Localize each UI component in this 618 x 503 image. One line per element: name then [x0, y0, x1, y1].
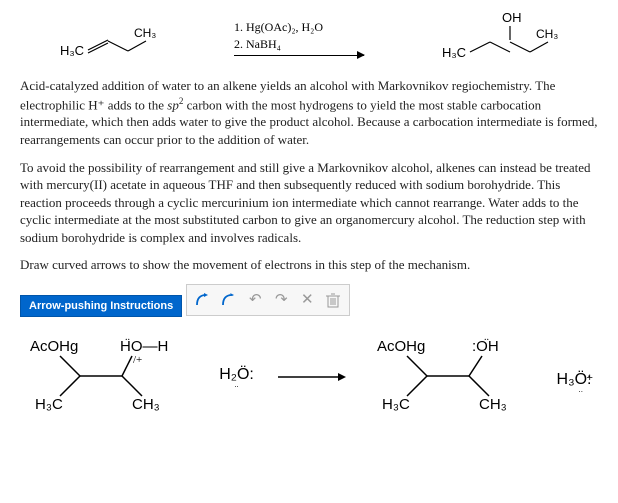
h3c-label: H₃C — [35, 396, 63, 413]
curved-arrow-half-icon[interactable] — [219, 289, 239, 311]
label-ch3-prod: CH₃ — [536, 27, 558, 41]
drawing-toolbar: ↶ ↷ ✕ — [186, 284, 350, 316]
curved-arrow-full-icon[interactable] — [193, 289, 213, 311]
label-h3c: H₃C — [60, 43, 84, 58]
redo-icon[interactable]: ↷ — [271, 289, 291, 311]
mech-left-structure: AcOHg HO—H .. /+ H₃C CH₃ — [25, 331, 195, 424]
undo-icon[interactable]: ↶ — [245, 289, 265, 311]
product: OH H₃C CH₃ — [440, 10, 560, 65]
hydronium: H₃Ö: .. + — [557, 371, 593, 384]
reagents-arrow: 1. Hg(OAc)₂, H₂O 2. NaBH₄ — [234, 19, 364, 56]
ch3-right-label: CH₃ — [479, 396, 507, 413]
paragraph-1: Acid-catalyzed addition of water to an a… — [20, 77, 598, 149]
paragraph-2: To avoid the possibility of rearrangemen… — [20, 159, 598, 247]
label-h3c-prod: H₃C — [442, 45, 466, 60]
acohg-label: AcOHg — [30, 338, 78, 355]
acohg-right-label: AcOHg — [377, 338, 425, 355]
label-ch3: CH₃ — [134, 26, 156, 40]
reaction-scheme: H₃C CH₃ 1. Hg(OAc)₂, H₂O 2. NaBH₄ OH H₃C — [20, 10, 598, 65]
mechanism-step: AcOHg HO—H .. /+ H₃C CH₃ H₂Ö: .. AcOHg — [20, 331, 598, 439]
reaction-arrow — [234, 55, 364, 56]
h3c-right-label: H₃C — [382, 396, 410, 413]
starting-material: H₃C CH₃ — [58, 13, 158, 63]
trash-icon[interactable] — [323, 289, 343, 311]
svg-text:/+: /+ — [133, 354, 142, 366]
ch3-label: CH₃ — [132, 396, 160, 413]
mech-right-structure: AcOHg :OH .. H₃C CH₃ — [372, 331, 532, 424]
svg-text:..: .. — [125, 332, 130, 343]
svg-text:..: .. — [484, 332, 489, 343]
reagent-1: 1. Hg(OAc)₂, H₂O — [234, 19, 323, 36]
delete-icon[interactable]: ✕ — [297, 289, 317, 311]
mechanism-arrow — [278, 366, 348, 389]
water-molecule: H₂Ö: .. — [219, 366, 254, 389]
paragraph-3: Draw curved arrows to show the movement … — [20, 256, 598, 274]
arrow-pushing-instructions-button[interactable]: Arrow-pushing Instructions — [20, 295, 182, 317]
label-oh: OH — [502, 10, 522, 25]
reagent-2: 2. NaBH₄ — [234, 36, 323, 53]
